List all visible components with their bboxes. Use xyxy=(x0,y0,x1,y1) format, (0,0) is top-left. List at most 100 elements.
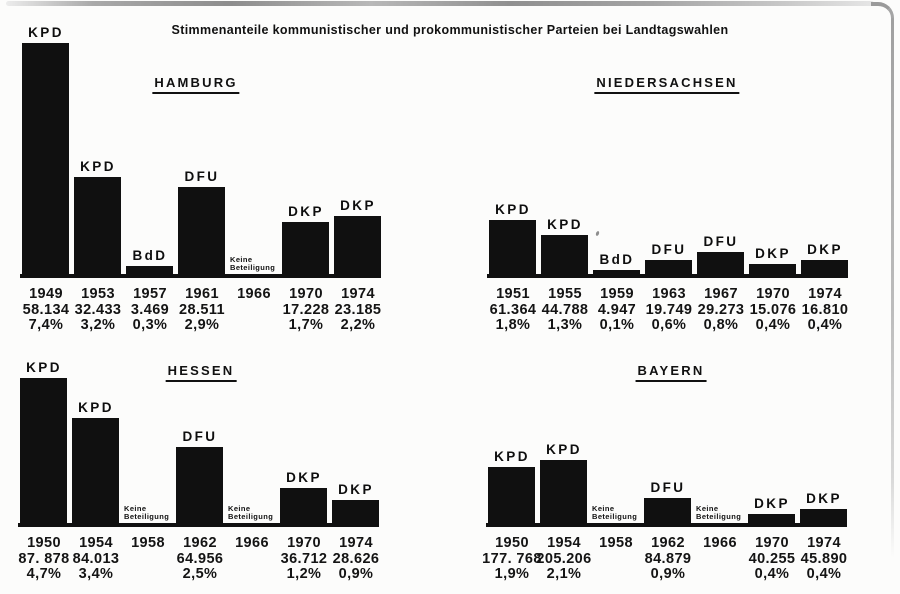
year-label-hessen-1950: 1950 xyxy=(27,535,61,551)
bar-hamburg-1974-dkp xyxy=(334,216,381,278)
year-label-hessen-1962: 1962 xyxy=(183,535,217,551)
party-label-niedersachsen-1963: DFU xyxy=(651,242,687,257)
pct-label-bayern-1962: 0,9% xyxy=(650,566,686,582)
panel-title-hessen: HESSEN xyxy=(165,363,237,382)
year-label-hessen-1966: 1966 xyxy=(235,535,269,551)
votes-label-niedersachsen-1959: 4.947 xyxy=(597,302,637,318)
panel-title-bayern: BAYERN xyxy=(635,363,707,382)
party-label-hamburg-1949: KPD xyxy=(28,25,64,40)
bar-bayern-1950-kpd xyxy=(488,467,535,527)
bar-niedersachsen-1974-dkp xyxy=(801,260,848,278)
year-label-bayern-1974: 1974 xyxy=(807,535,841,551)
party-label-hamburg-1957: BdD xyxy=(132,248,168,263)
panel-title-hamburg: HAMBURG xyxy=(152,75,240,94)
party-label-niedersachsen-1951: KPD xyxy=(495,202,531,217)
pct-label-hessen-1954: 3,4% xyxy=(78,566,114,582)
page-title: Stimmenanteile kommunistischer und proko… xyxy=(171,23,729,37)
bar-hamburg-1970-dkp xyxy=(282,222,329,278)
pct-label-niedersachsen-1970: 0,4% xyxy=(755,317,791,333)
pct-label-hessen-1950: 4,7% xyxy=(26,566,62,582)
votes-label-niedersachsen-1951: 61.364 xyxy=(489,302,537,318)
party-label-hessen-1970: DKP xyxy=(286,470,322,485)
bar-bayern-1962-dfu xyxy=(644,498,691,527)
votes-label-hessen-1950: 87. 878 xyxy=(18,551,70,567)
party-label-hamburg-1970: DKP xyxy=(288,204,324,219)
bar-hessen-1954-kpd xyxy=(72,418,119,527)
year-label-bayern-1970: 1970 xyxy=(755,535,789,551)
year-label-hessen-1974: 1974 xyxy=(339,535,373,551)
party-label-niedersachsen-1974: DKP xyxy=(807,242,843,257)
bar-bayern-1974-dkp xyxy=(800,509,847,527)
votes-label-hamburg-1974: 23.185 xyxy=(334,302,382,318)
bar-hessen-1950-kpd xyxy=(20,378,67,527)
party-label-niedersachsen-1955: KPD xyxy=(547,217,583,232)
year-label-hessen-1954: 1954 xyxy=(79,535,113,551)
year-label-hamburg-1974: 1974 xyxy=(341,286,375,302)
pct-label-bayern-1974: 0,4% xyxy=(806,566,842,582)
votes-label-niedersachsen-1974: 16.810 xyxy=(801,302,849,318)
bar-niedersachsen-1963-dfu xyxy=(645,260,692,278)
votes-label-hamburg-1957: 3.469 xyxy=(130,302,170,318)
year-label-bayern-1958: 1958 xyxy=(599,535,633,551)
scan-edge-right xyxy=(891,18,894,558)
panel-title-niedersachsen: NIEDERSACHSEN xyxy=(594,75,740,94)
votes-label-hessen-1970: 36.712 xyxy=(280,551,328,567)
votes-label-hessen-1962: 64.956 xyxy=(176,551,224,567)
votes-label-niedersachsen-1970: 15.076 xyxy=(749,302,797,318)
votes-label-hamburg-1953: 32.433 xyxy=(74,302,122,318)
no-participation-label-hamburg-1966: Keine Beteiligung xyxy=(230,255,276,272)
pct-label-hessen-1974: 0,9% xyxy=(338,566,374,582)
party-label-bayern-1962: DFU xyxy=(650,480,686,495)
year-label-hessen-1970: 1970 xyxy=(287,535,321,551)
pct-label-hamburg-1970: 1,7% xyxy=(288,317,324,333)
year-label-hamburg-1966: 1966 xyxy=(237,286,271,302)
party-label-hamburg-1974: DKP xyxy=(340,198,376,213)
pct-label-hamburg-1974: 2,2% xyxy=(340,317,376,333)
pct-label-bayern-1954: 2,1% xyxy=(546,566,582,582)
votes-label-bayern-1974: 45.890 xyxy=(800,551,848,567)
votes-label-hamburg-1961: 28.511 xyxy=(179,302,225,318)
pct-label-hamburg-1949: 7,4% xyxy=(28,317,64,333)
votes-label-niedersachsen-1963: 19.749 xyxy=(645,302,693,318)
pct-label-niedersachsen-1951: 1,8% xyxy=(495,317,531,333)
votes-label-niedersachsen-1967: 29.273 xyxy=(697,302,745,318)
party-label-niedersachsen-1970: DKP xyxy=(755,246,791,261)
year-label-bayern-1954: 1954 xyxy=(547,535,581,551)
bar-hessen-1962-dfu xyxy=(176,447,223,527)
pct-label-niedersachsen-1974: 0,4% xyxy=(807,317,843,333)
pct-label-niedersachsen-1967: 0,8% xyxy=(703,317,739,333)
year-label-hamburg-1949: 1949 xyxy=(29,286,63,302)
pct-label-hessen-1970: 1,2% xyxy=(286,566,322,582)
votes-label-hamburg-1970: 17.228 xyxy=(282,302,330,318)
year-label-hessen-1958: 1958 xyxy=(131,535,165,551)
year-label-bayern-1962: 1962 xyxy=(651,535,685,551)
bar-niedersachsen-1970-dkp xyxy=(749,264,796,278)
pct-label-bayern-1970: 0,4% xyxy=(754,566,790,582)
bar-hamburg-1957-bdd xyxy=(126,266,173,278)
votes-label-hessen-1974: 28.626 xyxy=(332,551,380,567)
no-participation-label-hessen-1958: Keine Beteiligung xyxy=(124,504,170,521)
year-label-bayern-1966: 1966 xyxy=(703,535,737,551)
party-label-hamburg-1961: DFU xyxy=(184,169,220,184)
year-label-niedersachsen-1951: 1951 xyxy=(496,286,530,302)
bar-hamburg-1953-kpd xyxy=(74,177,121,278)
pct-label-hamburg-1957: 0,3% xyxy=(132,317,168,333)
votes-label-niedersachsen-1955: 44.788 xyxy=(541,302,589,318)
bar-hamburg-1961-dfu xyxy=(178,187,225,278)
party-label-bayern-1974: DKP xyxy=(806,491,842,506)
year-label-hamburg-1953: 1953 xyxy=(81,286,115,302)
scan-corner-top-right xyxy=(871,2,894,26)
year-label-niedersachsen-1963: 1963 xyxy=(652,286,686,302)
party-label-bayern-1954: KPD xyxy=(546,442,582,457)
bar-bayern-1954-kpd xyxy=(540,460,587,527)
votes-label-bayern-1962: 84.879 xyxy=(644,551,692,567)
party-label-hessen-1962: DFU xyxy=(182,429,218,444)
pct-label-niedersachsen-1959: 0,1% xyxy=(599,317,635,333)
party-label-bayern-1970: DKP xyxy=(754,496,790,511)
party-label-bayern-1950: KPD xyxy=(494,449,530,464)
year-label-niedersachsen-1955: 1955 xyxy=(548,286,582,302)
party-label-hessen-1954: KPD xyxy=(78,400,114,415)
bar-niedersachsen-1959-bdd xyxy=(593,270,640,278)
year-label-hamburg-1970: 1970 xyxy=(289,286,323,302)
year-label-niedersachsen-1974: 1974 xyxy=(808,286,842,302)
